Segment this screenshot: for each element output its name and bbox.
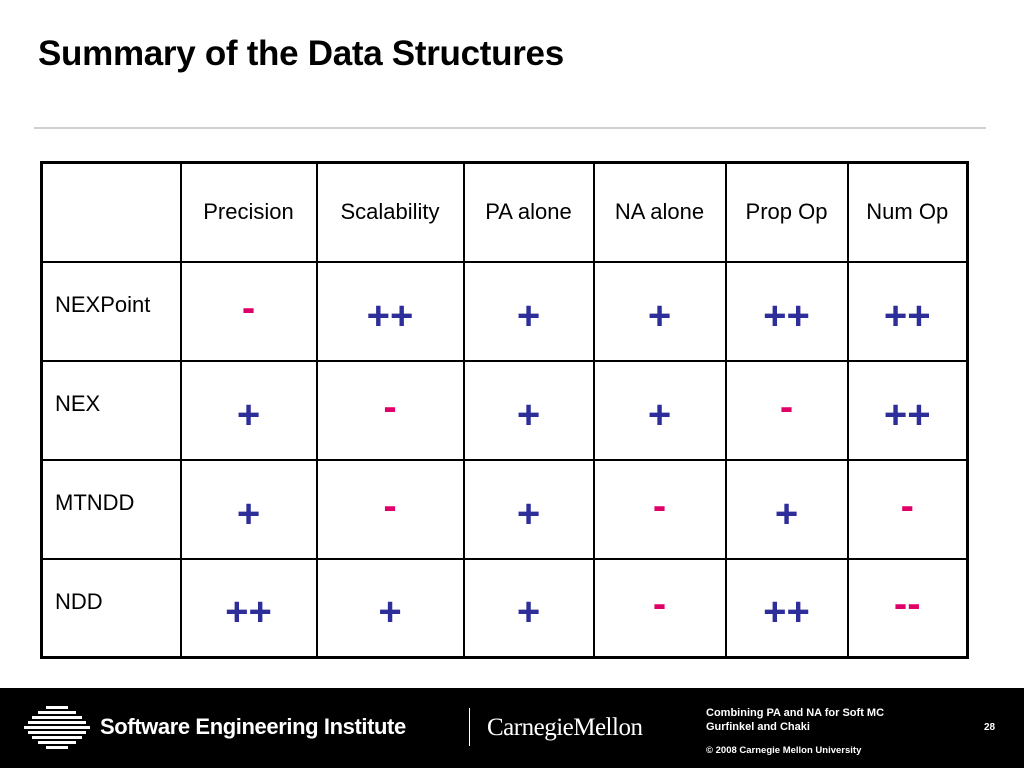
rating-mark: ++ <box>883 293 931 338</box>
rating-cell: + <box>315 557 465 659</box>
footer-info: Combining PA and NA for Soft MC Gurfinke… <box>706 706 884 758</box>
sei-name: Software Engineering Institute <box>100 714 406 739</box>
rating-mark: - <box>900 483 914 528</box>
cmu-logo-text: CarnegieMellon <box>487 714 643 741</box>
rating-mark: + <box>236 491 261 536</box>
talk-title: Combining PA and NA for Soft MC <box>706 707 885 719</box>
rating-mark: ++ <box>763 590 810 635</box>
rating-cell: - <box>179 260 318 362</box>
column-header-scalability: Scalability <box>315 161 465 263</box>
rating-mark: - <box>383 483 397 528</box>
table-header-row: Precision Scalability PA alone NA alone … <box>40 161 969 263</box>
rating-cell: ++ <box>724 260 849 362</box>
rating-mark: - <box>652 582 667 627</box>
rating-cell: + <box>592 359 727 461</box>
rating-mark: -- <box>893 582 921 627</box>
rating-mark: + <box>236 392 261 437</box>
rating-mark: ++ <box>366 293 414 338</box>
rating-mark: ++ <box>883 392 931 437</box>
footer-bar: Software Engineering Institute CarnegieM… <box>0 688 1024 768</box>
rating-cell: + <box>179 458 318 560</box>
rating-cell: + <box>592 260 727 362</box>
rating-cell: ++ <box>846 359 969 461</box>
rating-cell: - <box>315 458 465 560</box>
rating-cell: + <box>724 458 849 560</box>
rating-cell: ++ <box>846 260 969 362</box>
rating-cell: - <box>846 458 969 560</box>
rating-cell: ++ <box>315 260 465 362</box>
rating-mark: + <box>378 590 402 635</box>
column-header-prop-op: Prop Op <box>724 161 849 263</box>
rating-cell: + <box>462 359 595 461</box>
rating-mark: + <box>516 491 541 536</box>
rating-cell: - <box>315 359 465 461</box>
row-header-mtndd: MTNDD <box>40 458 182 560</box>
rating-cell: - <box>592 557 727 659</box>
column-header-pa-alone: PA alone <box>462 161 595 263</box>
title-divider <box>34 127 986 129</box>
rating-cell: - <box>724 359 849 461</box>
rating-mark: ++ <box>225 590 272 635</box>
rating-cell: + <box>462 260 595 362</box>
table-row: MTNDD + - + - + - <box>40 458 969 560</box>
rating-mark: + <box>516 392 541 437</box>
rating-cell: ++ <box>724 557 849 659</box>
rating-mark: + <box>647 293 672 338</box>
rating-mark: + <box>647 392 672 437</box>
table-row: NDD ++ + + - ++ -- <box>40 557 969 659</box>
column-header-precision: Precision <box>179 161 318 263</box>
column-header-num-op: Num Op <box>846 161 969 263</box>
rating-cell: + <box>462 557 595 659</box>
rating-mark: - <box>383 384 397 429</box>
rating-mark: ++ <box>763 293 810 338</box>
rating-mark: - <box>779 384 794 429</box>
rating-mark: + <box>774 491 799 536</box>
row-header-ndd: NDD <box>40 557 182 659</box>
rating-cell: + <box>462 458 595 560</box>
talk-authors: Gurfinkel and Chaki <box>706 721 810 733</box>
table-row: NEXPoint - ++ + + ++ ++ <box>40 260 969 362</box>
rating-cell: - <box>592 458 727 560</box>
sei-logo-icon <box>24 706 90 749</box>
rating-mark: + <box>516 590 541 635</box>
rating-cell: ++ <box>179 557 318 659</box>
table-row: NEX + - + + - ++ <box>40 359 969 461</box>
corner-cell <box>40 161 182 263</box>
slide-title: Summary of the Data Structures <box>38 34 564 73</box>
column-header-na-alone: NA alone <box>592 161 727 263</box>
row-header-nexpoint: NEXPoint <box>40 260 182 362</box>
row-header-nex: NEX <box>40 359 182 461</box>
rating-mark: + <box>516 293 541 338</box>
page-number: 28 <box>984 722 996 733</box>
footer-divider <box>469 708 470 746</box>
rating-cell: -- <box>846 557 969 659</box>
rating-cell: + <box>179 359 318 461</box>
summary-table: Precision Scalability PA alone NA alone … <box>40 161 969 659</box>
rating-mark: - <box>652 483 667 528</box>
rating-mark: - <box>241 285 256 330</box>
copyright-notice: © 2008 Carnegie Mellon University <box>706 745 862 756</box>
